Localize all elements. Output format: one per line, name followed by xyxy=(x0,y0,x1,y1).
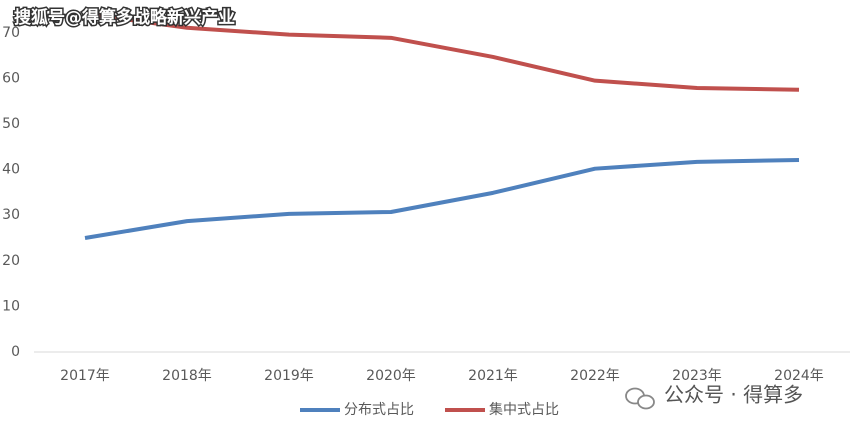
y-tick-label: 60 xyxy=(2,70,20,86)
y-tick-label: 70 xyxy=(2,25,20,41)
y-tick-label: 40 xyxy=(2,162,20,178)
watermark: 搜狐号@得算多战略新兴产业 xyxy=(14,7,235,28)
wechat-icon xyxy=(625,387,655,410)
watermark: 公众号 · 得算多 xyxy=(664,383,803,407)
y-tick-label: 0 xyxy=(11,344,20,360)
y-tick-label: 20 xyxy=(2,253,20,269)
x-tick-label: 2019年 xyxy=(264,368,314,384)
x-tick-label: 2017年 xyxy=(60,368,110,384)
x-tick-label: 2022年 xyxy=(570,368,620,384)
y-tick-label: 30 xyxy=(2,207,20,223)
x-tick-label: 2023年 xyxy=(672,368,722,384)
x-tick-label: 2024年 xyxy=(774,368,824,384)
legend-label: 分布式占比 xyxy=(344,402,414,418)
x-tick-label: 2018年 xyxy=(162,368,212,384)
series-line xyxy=(84,11,800,92)
y-tick-label: 10 xyxy=(2,298,20,314)
legend-label: 集中式占比 xyxy=(489,401,559,418)
series-line xyxy=(84,158,800,240)
x-tick-label: 2020年 xyxy=(366,368,416,384)
y-tick-label: 50 xyxy=(2,116,20,132)
x-tick-label: 2021年 xyxy=(468,368,518,384)
